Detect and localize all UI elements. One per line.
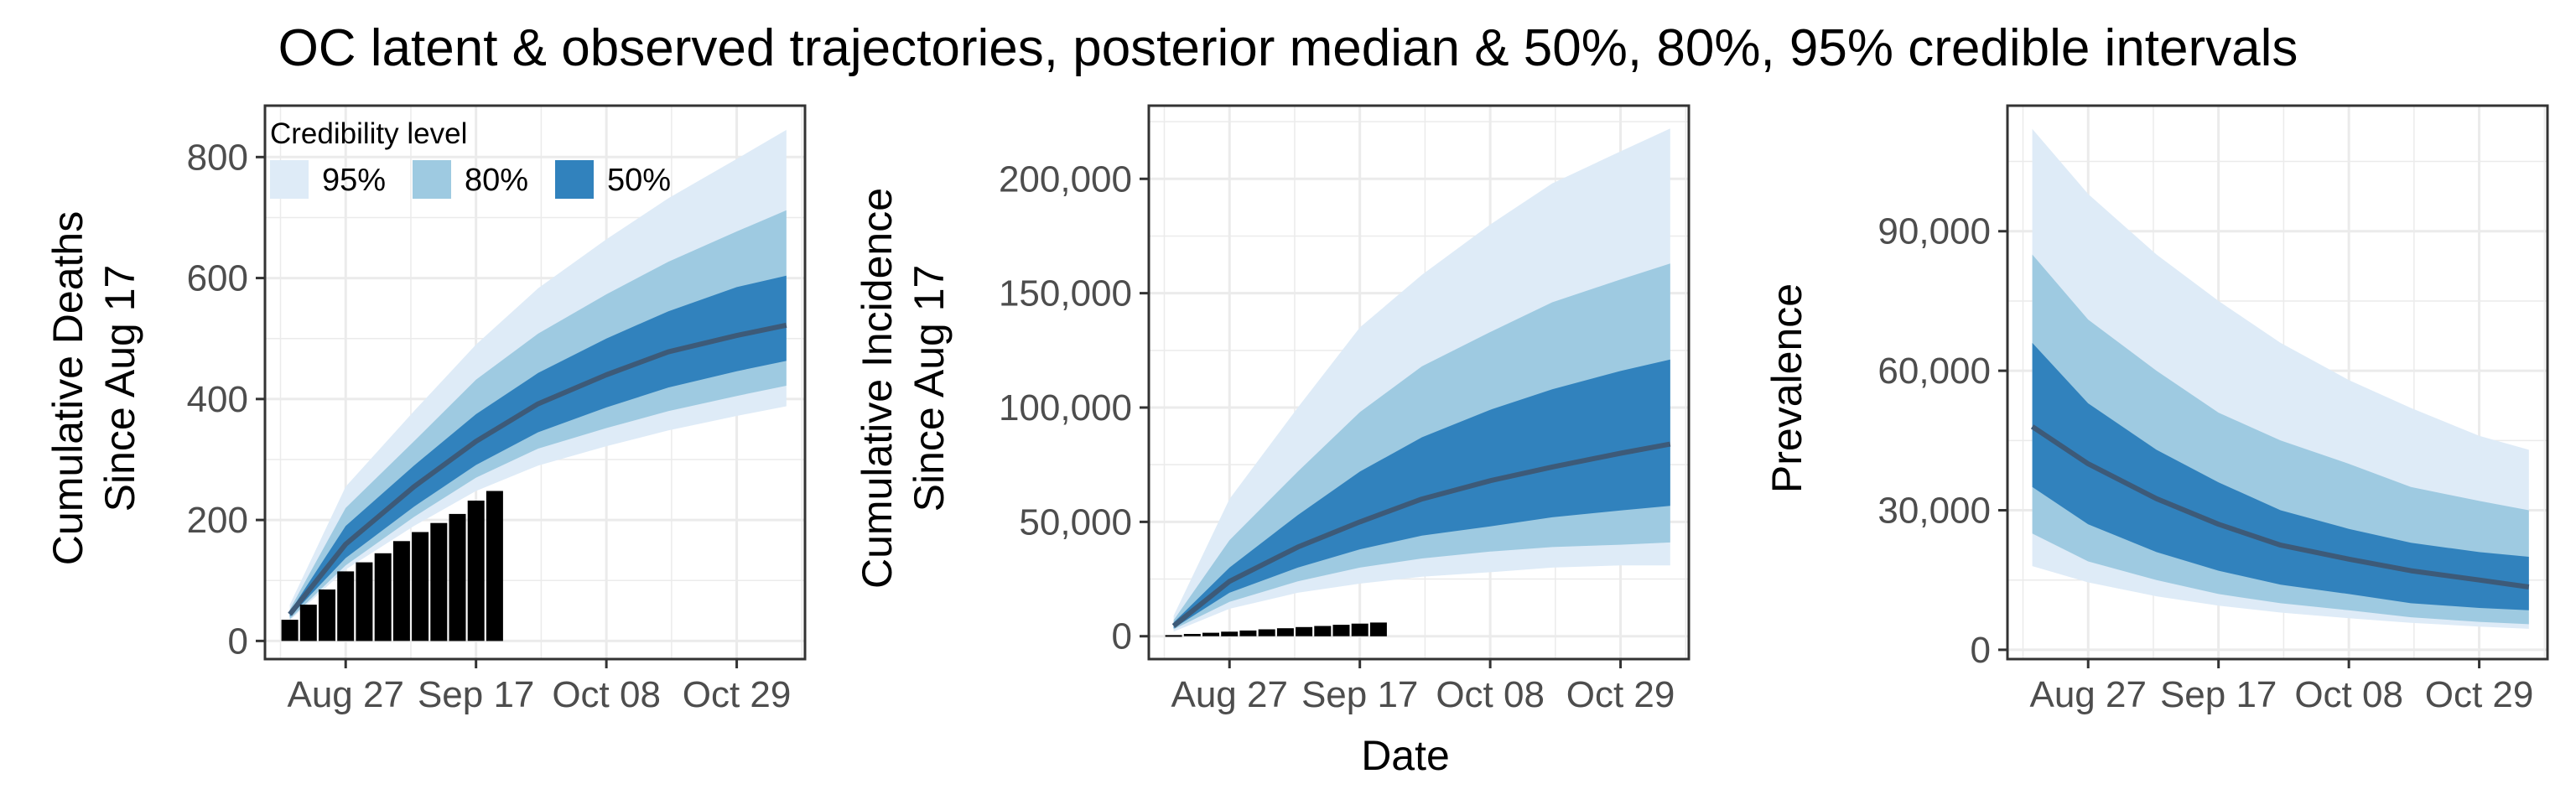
median-line-incidence: [1171, 441, 1671, 628]
observed-bar: [319, 589, 335, 641]
x-tick-label: Oct 29: [1566, 674, 1675, 715]
observed-bar: [374, 553, 392, 641]
y-tick-label: 400: [187, 379, 248, 420]
observed-bar: [1332, 625, 1350, 636]
observed-bar: [430, 522, 448, 641]
median-line-prevalence: [2030, 424, 2530, 589]
legend-swatch-80: [413, 160, 451, 199]
y-tick-label: 600: [187, 258, 248, 299]
legend-swatch-95: [270, 160, 309, 199]
x-axis-label-date: Date: [1361, 732, 1450, 779]
y-tick-label: 200: [187, 500, 248, 541]
median-line-deaths: [288, 322, 787, 616]
y-axis-label-deaths-line1: Cumulative Deaths: [44, 211, 91, 565]
panel-border-deaths: [263, 104, 807, 661]
panel-border-prevalence: [2006, 104, 2549, 661]
x-tick-label: Oct 29: [2425, 674, 2534, 715]
y-tick-label: 30,000: [1877, 491, 1991, 532]
y-tick-label: 0: [1971, 630, 1991, 671]
panel-cumulative-deaths: 0 200 400 600 800 Aug 27 Sep 17 Oct 08 Oct 29 Cr…: [44, 104, 807, 715]
x-tick-label: Oct 08: [552, 674, 661, 715]
observed-bar: [1165, 635, 1182, 637]
observed-bar: [1369, 622, 1387, 636]
x-tick-label: Sep 17: [418, 674, 534, 715]
y-tick-label: 200,000: [999, 158, 1132, 200]
panel-border-incidence: [1147, 104, 1690, 661]
panel-cumulative-incidence: 0 50,000 100,000 150,000 200,000 Aug 27 Sep 17…: [854, 104, 1690, 779]
x-tick-label: Sep 17: [2160, 674, 2277, 715]
observed-bar: [1202, 632, 1219, 636]
legend-label-80: 80%: [465, 163, 528, 198]
figure-title: OC latent & observed trajectories, poste…: [278, 19, 2298, 77]
legend-label-50: 50%: [607, 163, 671, 198]
legend-label-95: 95%: [322, 163, 386, 198]
x-tick-label: Oct 08: [1436, 674, 1545, 715]
observed-bar: [412, 532, 429, 641]
x-tick-label: Aug 27: [1171, 674, 1287, 715]
observed-bar: [392, 541, 410, 641]
legend-title: Credibility level: [270, 117, 467, 150]
legend: Credibility level 95% 80% 50%: [270, 117, 671, 199]
observed-bar: [449, 513, 466, 641]
observed-bar: [356, 562, 373, 641]
x-tick-label: Oct 08: [2294, 674, 2403, 715]
y-tick-label: 100,000: [999, 387, 1132, 428]
y-axis-label-incidence-line1: Cumulative Incidence: [854, 188, 901, 589]
observed-bar: [1351, 623, 1368, 636]
y-tick-label: 60,000: [1877, 351, 1991, 392]
panel-prevalence: 0 30,000 60,000 90,000 Aug 27 Sep 17 Oct 08 Oct…: [1763, 104, 2549, 715]
x-tick-label: Sep 17: [1301, 674, 1418, 715]
observed-bar: [1183, 634, 1201, 636]
x-tick-label: Aug 27: [2029, 674, 2146, 715]
observed-bar: [1221, 631, 1239, 636]
observed-bar: [1239, 630, 1257, 636]
observed-bar: [1276, 628, 1294, 636]
observed-bar: [1258, 629, 1275, 636]
observed-bar: [281, 620, 299, 641]
band-50-incidence: [1173, 359, 1670, 629]
y-axis-label-incidence-line2: Since Aug 17: [906, 265, 953, 512]
x-tick-label: Oct 29: [683, 674, 792, 715]
x-tick-label: Aug 27: [287, 674, 403, 715]
legend-swatch-50: [555, 160, 594, 199]
y-axis-label-prevalence: Prevalence: [1763, 283, 1810, 493]
y-axis-label-deaths-line2: Since Aug 17: [96, 265, 143, 512]
y-tick-label: 800: [187, 137, 248, 178]
band-50-deaths: [289, 275, 787, 617]
observed-bar: [486, 491, 503, 641]
band-50-prevalence: [2032, 342, 2529, 610]
observed-bar: [337, 571, 355, 641]
observed-bar: [467, 501, 485, 641]
y-tick-label: 150,000: [999, 273, 1132, 314]
y-tick-label: 50,000: [1019, 501, 1132, 543]
observed-bar: [1314, 626, 1332, 636]
observed-bar: [1296, 626, 1313, 636]
y-tick-label: 0: [228, 621, 248, 662]
y-tick-label: 90,000: [1877, 211, 1991, 252]
y-tick-label: 0: [1112, 616, 1132, 657]
observed-bar: [299, 605, 317, 641]
